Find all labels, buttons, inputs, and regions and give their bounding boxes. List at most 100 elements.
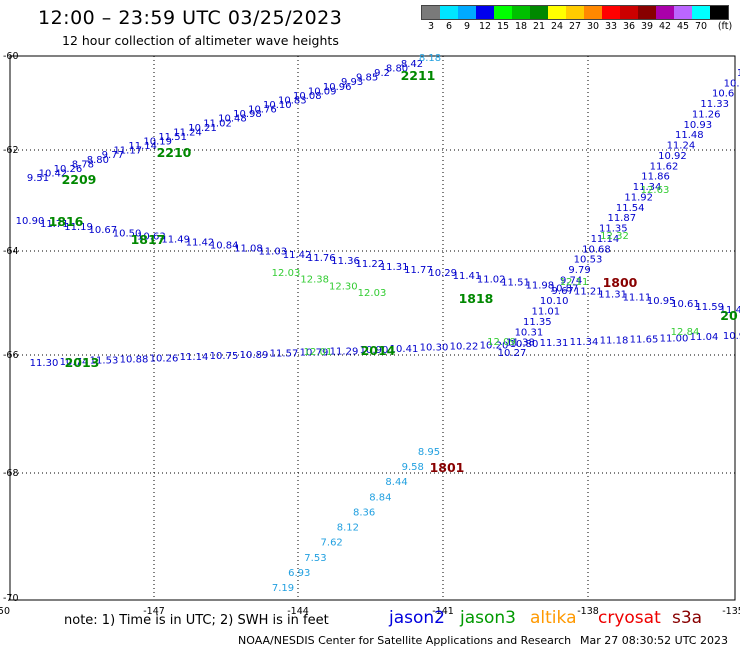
swh-value: 10.22 bbox=[450, 342, 479, 353]
swh-value: 11.26 bbox=[692, 109, 721, 120]
swh-value: 11.01 bbox=[531, 307, 560, 318]
swh-value: 8.84 bbox=[369, 492, 391, 503]
swh-value: 11.00 bbox=[660, 333, 689, 344]
swh-value: 11.31 bbox=[598, 290, 627, 301]
swh-value: 10.79 bbox=[300, 347, 329, 358]
swh-value: 11.02 bbox=[203, 118, 232, 129]
swh-value: 10.50 bbox=[113, 228, 142, 239]
legend-label: 33 bbox=[604, 21, 618, 32]
swh-value: 11.14 bbox=[128, 141, 157, 152]
swh-value: 12.84 bbox=[671, 327, 700, 338]
legend-label: 21 bbox=[532, 21, 546, 32]
swh-value: 10.26 bbox=[150, 353, 179, 364]
swh-value: 11.57 bbox=[270, 349, 299, 360]
satellite-jason3: jason3 bbox=[460, 608, 516, 628]
credit-line: NOAA/NESDIS Center for Satellite Applica… bbox=[238, 634, 572, 647]
time-label: 20 bbox=[720, 308, 738, 323]
swh-value: 11.42 bbox=[283, 250, 312, 261]
swh-value: 10.42 bbox=[39, 168, 68, 179]
swh-value: 8.95 bbox=[418, 447, 440, 458]
legend-swatch bbox=[656, 6, 674, 19]
time-label: 2209 bbox=[62, 172, 97, 187]
swh-value: 10.95 bbox=[647, 296, 676, 307]
x-tick-label: -144 bbox=[287, 606, 309, 617]
swh-value: 12.09 bbox=[487, 337, 516, 348]
swh-value: 11.38 bbox=[506, 338, 535, 349]
swh-value: 11.21 bbox=[574, 287, 603, 298]
legend-label: 9 bbox=[463, 21, 471, 32]
swh-value: 12.38 bbox=[300, 275, 329, 286]
legend-swatch bbox=[710, 6, 728, 19]
legend-label: 42 bbox=[658, 21, 672, 32]
legend-swatch bbox=[494, 6, 512, 19]
swh-value: 11.34 bbox=[570, 337, 599, 348]
swh-value: 11.36 bbox=[331, 256, 360, 267]
legend-label: 3 bbox=[427, 21, 435, 32]
swh-value: 11.59 bbox=[695, 302, 724, 313]
swh-value: 11.41 bbox=[720, 305, 740, 316]
legend-label: 30 bbox=[586, 21, 600, 32]
swh-value: 10.31 bbox=[515, 327, 544, 338]
swh-value: 10.67 bbox=[89, 225, 118, 236]
swh-value: 11.17 bbox=[113, 146, 142, 157]
legend-swatch bbox=[674, 6, 692, 19]
legend-swatch bbox=[692, 6, 710, 19]
legend-label: 24 bbox=[550, 21, 564, 32]
swh-value: 9.93 bbox=[341, 77, 363, 88]
swh-value: 10.10 bbox=[263, 100, 292, 111]
swh-value: 10.63 bbox=[137, 231, 166, 242]
swh-value: 11.14 bbox=[180, 352, 209, 363]
swh-value: 9.79 bbox=[568, 265, 590, 276]
time-label: 1801 bbox=[430, 460, 465, 475]
swh-value: 10.74 bbox=[60, 357, 89, 368]
swh-value: 11.42 bbox=[186, 237, 215, 248]
swh-value: 11.19 bbox=[64, 222, 93, 233]
page-title: 12:00 – 23:59 UTC 03/25/2023 bbox=[38, 7, 343, 29]
swh-value: 11.51 bbox=[501, 277, 530, 288]
swh-value: 10.27 bbox=[498, 348, 527, 359]
swh-value: 10.88 bbox=[120, 354, 149, 365]
swh-value: 10.76 bbox=[248, 105, 277, 116]
swh-value: 11.33 bbox=[700, 99, 729, 110]
swh-value: 10.80 bbox=[510, 339, 539, 350]
swh-value: 11.11 bbox=[623, 293, 652, 304]
swh-value: 12.32 bbox=[600, 231, 629, 242]
satellite-cryosat: cryosat bbox=[598, 608, 661, 628]
legend-swatch bbox=[512, 6, 530, 19]
swh-value: 1 bbox=[737, 68, 740, 79]
time-label: 1800 bbox=[603, 275, 638, 290]
legend-swatches bbox=[421, 5, 729, 20]
swh-value: 11.54 bbox=[616, 203, 645, 214]
legend-swatch bbox=[476, 6, 494, 19]
swh-value: 10.53 bbox=[574, 255, 603, 266]
legend-label: 70 bbox=[694, 21, 708, 32]
time-label: 1817 bbox=[131, 232, 166, 247]
x-tick-label: -141 bbox=[432, 606, 454, 617]
legend-label: 27 bbox=[568, 21, 582, 32]
swh-value: 10.61 bbox=[671, 299, 700, 310]
swh-value: 10.90 bbox=[360, 345, 389, 356]
swh-value: 10.29 bbox=[428, 268, 457, 279]
footer-note: note: 1) Time is in UTC; 2) SWH is in fe… bbox=[64, 613, 329, 628]
swh-value: 10.09 bbox=[308, 86, 337, 97]
swh-value: 11.24 bbox=[173, 127, 202, 138]
legend-labels: 3 6 9 12 15 18 21 24 27 30 33 36 39 42 45 70 (ft) bbox=[422, 19, 732, 33]
x-tick-label: -150 bbox=[0, 606, 10, 617]
legend-swatch bbox=[620, 6, 638, 19]
swh-value: 10.21 bbox=[188, 123, 217, 134]
swh-value: 11.51 bbox=[158, 132, 187, 143]
swh-value: 11.92 bbox=[624, 192, 653, 203]
swh-value: 11.62 bbox=[650, 161, 679, 172]
swh-value: 12.01 bbox=[304, 347, 333, 358]
swh-value: 12.11 bbox=[560, 277, 589, 288]
swh-value: 11.24 bbox=[667, 141, 696, 152]
swh-value: 8.12 bbox=[337, 523, 359, 534]
swh-value: 10.98 bbox=[233, 109, 262, 120]
swh-value: 9.77 bbox=[102, 150, 124, 161]
swh-value: 10.87 bbox=[550, 284, 579, 295]
swh-value: 11.71 bbox=[40, 219, 69, 230]
swh-value: 10.19 bbox=[143, 137, 172, 148]
swh-value: 12.30 bbox=[329, 281, 358, 292]
swh-value: 11.31 bbox=[540, 338, 569, 349]
swh-value: 11.18 bbox=[600, 336, 629, 347]
